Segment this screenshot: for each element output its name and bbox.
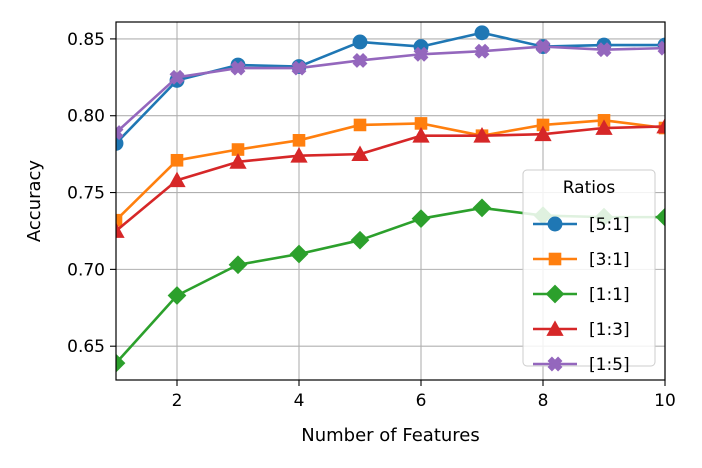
data-point bbox=[168, 171, 186, 188]
legend-marker bbox=[547, 356, 563, 372]
y-tick-label: 0.85 bbox=[67, 30, 105, 50]
legend-entry: [3:1] bbox=[533, 250, 630, 270]
legend-title: Ratios bbox=[563, 178, 616, 198]
data-point bbox=[352, 34, 368, 50]
data-point bbox=[116, 213, 123, 227]
data-point bbox=[352, 52, 368, 68]
data-point bbox=[289, 244, 309, 264]
data-point bbox=[411, 209, 431, 229]
plot-frame bbox=[115, 21, 666, 381]
data-point bbox=[474, 25, 490, 41]
legend-label: [1:3] bbox=[589, 320, 630, 340]
legend-marker bbox=[545, 284, 565, 304]
data-point bbox=[535, 39, 551, 55]
data-point bbox=[536, 118, 550, 132]
series-line bbox=[116, 125, 665, 232]
data-point bbox=[116, 353, 126, 373]
legend-marker bbox=[548, 252, 562, 266]
data-point bbox=[353, 118, 367, 132]
data-point bbox=[229, 153, 247, 169]
legend: Ratios [5:1] [3:1] [1:1] [1:3] [1:5] bbox=[522, 169, 656, 375]
x-tick-label: 6 bbox=[416, 391, 427, 411]
x-tick-label: 4 bbox=[294, 391, 305, 411]
x-tick-label: 2 bbox=[172, 391, 183, 411]
data-point bbox=[116, 135, 124, 151]
legend-entry: [1:5] bbox=[533, 355, 630, 375]
legend-entry: [1:3] bbox=[533, 320, 630, 340]
data-point bbox=[116, 125, 124, 141]
ticks: 2 4 6 8 10 0.65 0.70 0.75 0.80 0.85 bbox=[67, 30, 676, 411]
data-point bbox=[595, 119, 613, 135]
legend-label: [5:1] bbox=[589, 215, 630, 235]
legend-label: [1:1] bbox=[589, 285, 630, 305]
data-point bbox=[413, 46, 429, 62]
legend-label: [3:1] bbox=[589, 250, 630, 270]
data-point bbox=[534, 125, 552, 142]
data-point bbox=[231, 143, 245, 156]
data-point bbox=[596, 42, 612, 58]
legend-marker bbox=[546, 320, 564, 336]
data-point bbox=[655, 207, 665, 227]
x-tick-label: 10 bbox=[654, 391, 676, 411]
series-4 bbox=[116, 117, 665, 238]
series-line bbox=[116, 45, 665, 134]
series-line bbox=[116, 119, 665, 222]
data-point bbox=[412, 127, 430, 143]
data-point bbox=[170, 153, 184, 167]
data-point bbox=[116, 222, 125, 238]
data-point bbox=[472, 198, 492, 218]
data-point bbox=[414, 117, 428, 130]
data-point bbox=[351, 145, 369, 162]
data-point bbox=[228, 255, 248, 275]
legend-entry: [5:1] bbox=[533, 215, 630, 235]
x-axis-label: Number of Features bbox=[301, 425, 480, 446]
data-point bbox=[350, 230, 370, 250]
data-point bbox=[169, 69, 185, 85]
legend-entry: [1:1] bbox=[533, 284, 630, 305]
series-layer bbox=[116, 25, 665, 373]
data-point bbox=[473, 127, 491, 143]
data-point bbox=[292, 134, 306, 147]
x-tick-label: 8 bbox=[538, 391, 549, 411]
legend-label: [1:5] bbox=[589, 355, 630, 375]
data-point bbox=[474, 43, 490, 59]
legend-marker bbox=[547, 216, 563, 232]
y-tick-label: 0.80 bbox=[67, 107, 105, 127]
y-tick-label: 0.75 bbox=[67, 184, 105, 204]
data-point bbox=[230, 60, 246, 76]
data-point bbox=[290, 147, 308, 163]
data-point bbox=[167, 286, 187, 305]
series-1 bbox=[116, 25, 665, 151]
y-tick-label: 0.70 bbox=[67, 260, 105, 280]
y-tick-label: 0.65 bbox=[67, 337, 105, 357]
data-point bbox=[291, 60, 307, 76]
y-axis-label: Accuracy bbox=[24, 160, 45, 243]
series-5 bbox=[116, 39, 665, 141]
data-point bbox=[656, 117, 665, 134]
